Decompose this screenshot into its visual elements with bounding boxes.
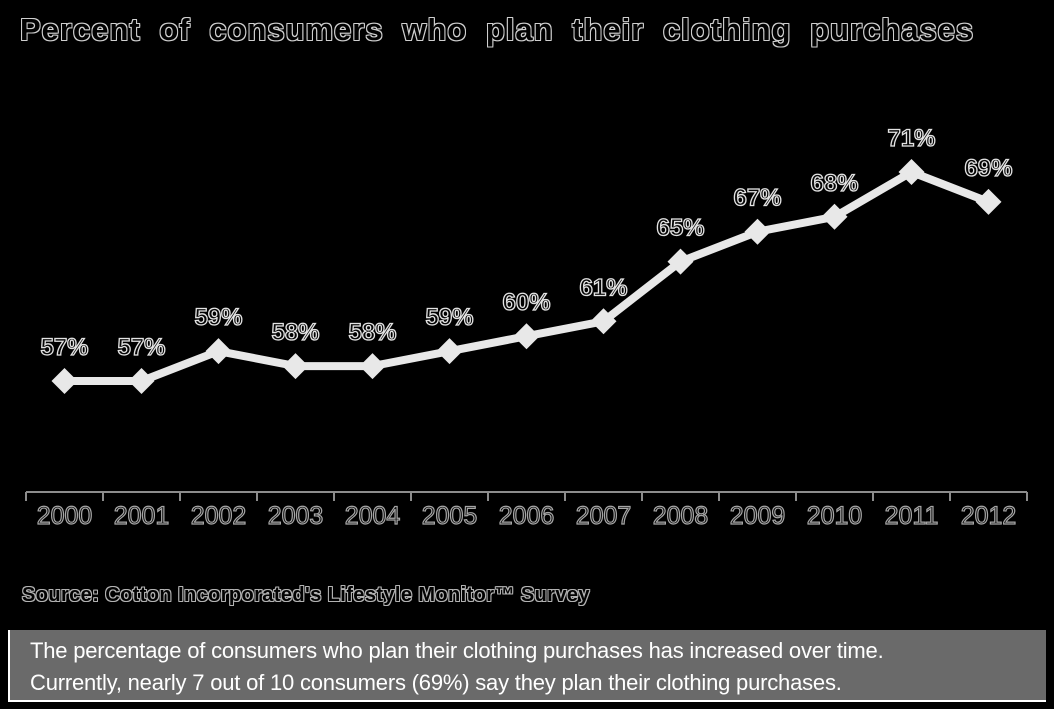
data-point-marker — [667, 248, 694, 275]
data-point-marker — [975, 188, 1002, 215]
x-axis-label: 2011 — [885, 502, 939, 530]
data-point-label: 69% — [964, 155, 1012, 182]
data-point-marker — [744, 218, 771, 245]
x-axis-label: 2007 — [576, 502, 632, 530]
data-point-label: 58% — [348, 319, 396, 346]
x-axis-label: 2002 — [191, 502, 247, 530]
data-point-label: 57% — [117, 334, 165, 361]
data-point-label: 71% — [887, 125, 935, 152]
data-point-label: 68% — [810, 170, 858, 197]
data-point-marker — [898, 159, 925, 185]
line-chart: 57% 2000 57% 2001 59% 2002 58% 2003 58% 2004 59% 20… — [25, 124, 1028, 531]
x-axis-label: 2001 — [114, 502, 170, 530]
x-axis-label: 2008 — [653, 502, 709, 530]
trend-line — [60, 168, 993, 386]
x-axis-label: 2000 — [37, 502, 93, 530]
data-point-label: 58% — [271, 319, 319, 346]
caption-box: The percentage of consumers who plan the… — [8, 630, 1046, 702]
x-axis-label: 2003 — [268, 502, 324, 530]
caption-line-2: Currently, nearly 7 out of 10 consumers … — [30, 670, 842, 695]
data-point-label: 61% — [579, 274, 627, 301]
data-point-label: 59% — [194, 304, 242, 331]
x-axis-label: 2009 — [730, 502, 786, 530]
x-axis-label: 2006 — [499, 502, 555, 530]
source-note: Source: Cotton Incorporated's Lifestyle … — [22, 584, 590, 606]
data-point-label: 65% — [656, 215, 704, 242]
data-point-marker — [436, 338, 463, 365]
data-point-label: 57% — [40, 334, 88, 361]
data-point-marker — [51, 368, 78, 395]
chart-title: Percent of consumers who plan their clot… — [20, 12, 975, 47]
data-point-label: 67% — [733, 185, 781, 212]
data-point-label: 59% — [425, 304, 473, 331]
data-point-marker — [513, 323, 540, 350]
data-point-marker — [590, 308, 617, 335]
x-axis-label: 2010 — [807, 502, 863, 530]
caption-line-1: The percentage of consumers who plan the… — [30, 638, 884, 663]
data-point-marker — [359, 353, 386, 380]
data-point-label: 60% — [502, 289, 550, 316]
x-axis-label: 2005 — [422, 502, 478, 530]
x-axis-label: 2004 — [345, 502, 401, 530]
data-point-marker — [821, 203, 848, 230]
data-point-marker — [282, 353, 309, 380]
data-point-marker — [128, 368, 155, 395]
x-axis-label: 2012 — [961, 502, 1017, 530]
data-point-marker — [205, 338, 232, 365]
